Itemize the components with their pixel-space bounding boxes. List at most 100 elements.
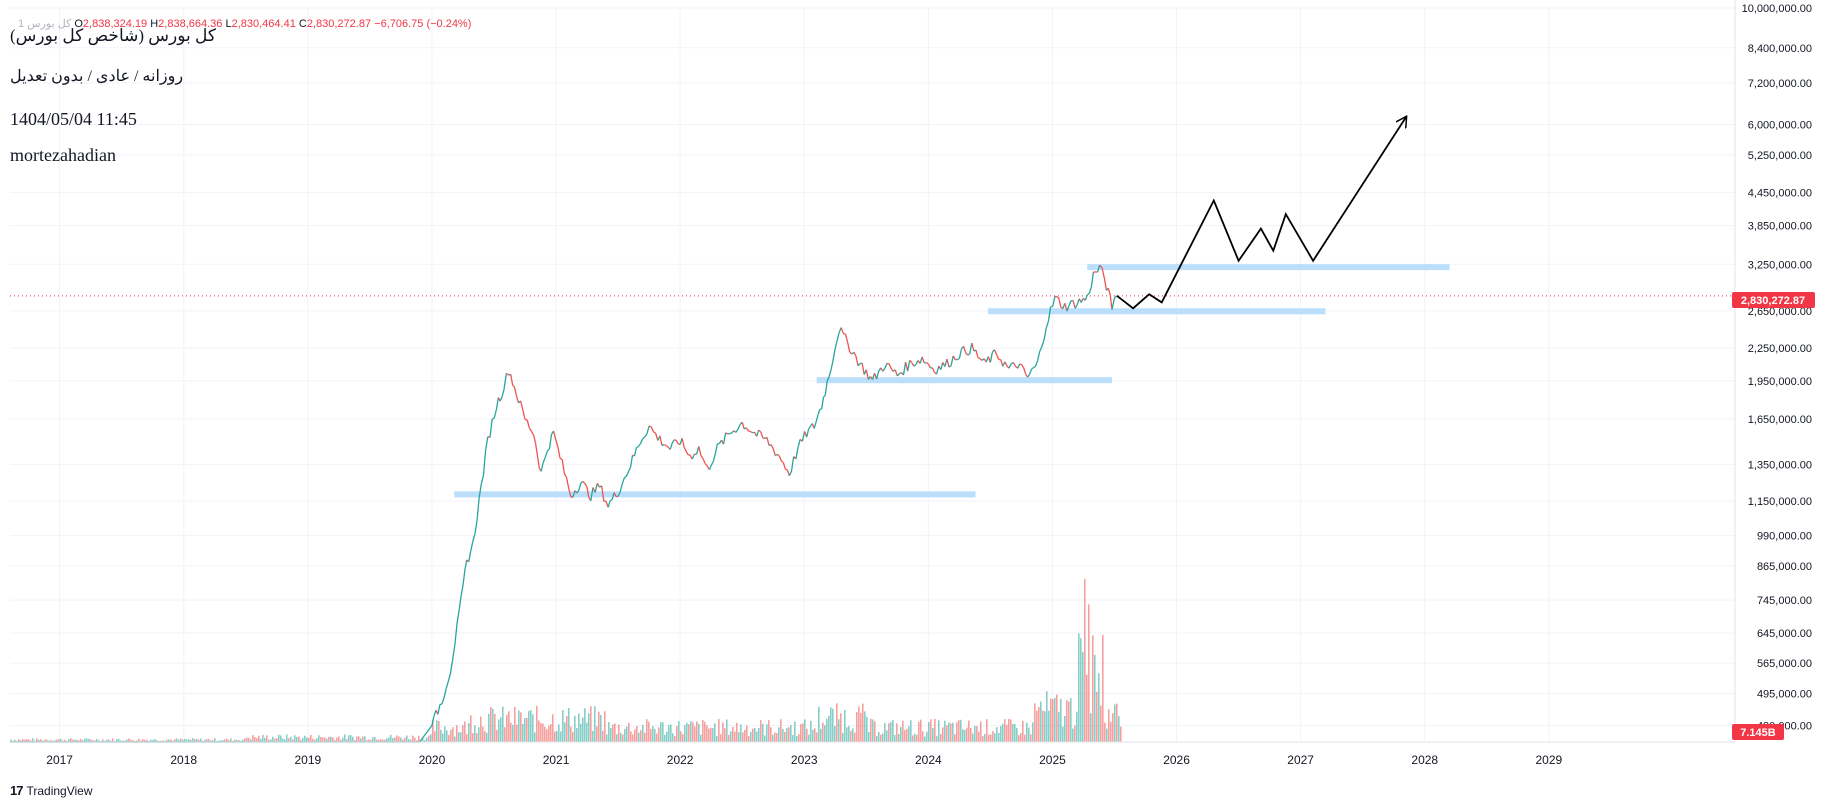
price-segment — [576, 489, 580, 494]
price-segment — [760, 431, 764, 439]
price-segment — [958, 349, 963, 359]
volume-bar — [542, 723, 544, 742]
price-segment — [1096, 264, 1101, 273]
price-segment — [700, 454, 704, 460]
volume-bar — [872, 719, 874, 742]
price-segment — [766, 437, 770, 446]
volume-bar — [762, 723, 764, 742]
volume-bar — [102, 739, 104, 742]
price-segment — [633, 447, 638, 457]
y-axis[interactable]: 10,000,000.00 8,400,000.00 7,200,000.00 6,0… — [1734, 0, 1812, 742]
volume-bar — [212, 740, 214, 742]
volume-bar — [1004, 719, 1006, 742]
volume-bar — [664, 734, 666, 742]
volume-bar — [840, 713, 842, 742]
price-segment — [921, 356, 925, 364]
volume-bar — [242, 739, 244, 742]
price-segment — [489, 419, 493, 438]
price-segment — [849, 351, 853, 355]
volume-bar — [978, 731, 980, 742]
volume-bar — [514, 707, 516, 742]
price-segment — [491, 417, 495, 420]
volume-bar — [22, 739, 24, 742]
volume-bar — [466, 734, 468, 742]
volume-bar — [484, 731, 486, 742]
tradingview-brand[interactable]: 17 TradingView — [10, 783, 93, 798]
volume-bar — [590, 706, 592, 742]
volume-bar — [512, 724, 514, 742]
y-tick-label: 565,000.00 — [1757, 658, 1812, 670]
volume-bar — [154, 738, 156, 742]
volume-bar — [548, 725, 550, 742]
price-segment — [510, 374, 514, 386]
price-segment — [1031, 366, 1034, 370]
volume-bar — [640, 730, 642, 742]
volume-bar — [996, 727, 998, 742]
price-segment — [1019, 363, 1022, 366]
x-tick-label: 2018 — [170, 753, 197, 767]
price-segment — [636, 445, 639, 449]
volume-bar — [464, 721, 466, 742]
price-segment — [441, 697, 445, 705]
volume-bar — [156, 740, 158, 742]
price-segment — [737, 424, 741, 430]
price-segment — [683, 446, 687, 452]
price-segment — [756, 429, 760, 437]
volume-bar — [1006, 724, 1008, 742]
volume-bar — [718, 719, 720, 742]
volume-bar — [808, 734, 810, 742]
volume-bar — [680, 731, 682, 742]
volume-bar — [384, 739, 386, 742]
price-segment — [594, 483, 598, 493]
price-segment — [528, 427, 533, 432]
volume-bar — [880, 734, 882, 742]
volume-bar — [504, 727, 506, 742]
price-segment — [580, 481, 584, 484]
volume-bar — [846, 727, 848, 742]
volume-bar — [582, 717, 584, 742]
price-segment — [452, 644, 456, 660]
volume-bar — [78, 740, 80, 742]
price-segment — [871, 372, 876, 380]
support-zone — [454, 491, 976, 498]
price-segment — [853, 351, 857, 357]
volume-bar — [284, 739, 286, 742]
price-segment — [503, 373, 508, 390]
volume-bar — [578, 713, 580, 742]
x-tick-label: 2023 — [791, 753, 818, 767]
price-segment — [454, 623, 458, 645]
price-segment — [785, 468, 788, 471]
volume-bar — [574, 715, 576, 742]
y-tick-label: 2,250,000.00 — [1748, 343, 1812, 355]
volume-bar — [598, 711, 600, 742]
volume-bar — [140, 740, 142, 742]
volume-bar — [892, 720, 894, 742]
volume-bar — [268, 739, 270, 742]
price-segment — [1107, 287, 1111, 295]
volume-bar — [1094, 654, 1096, 742]
price-segment — [935, 365, 940, 375]
price-segment — [546, 448, 550, 452]
volume-bar — [1074, 725, 1076, 742]
price-segment — [1080, 298, 1084, 303]
volume-bar — [1070, 698, 1072, 742]
volume-bar — [690, 721, 692, 742]
volume-bar — [184, 738, 186, 742]
volume-bar — [652, 726, 654, 742]
symbol-label[interactable]: کل بورس 1 — [18, 18, 72, 30]
price-segment — [698, 446, 702, 456]
volume-bar — [380, 739, 382, 742]
volume-bar — [1010, 719, 1012, 742]
x-axis[interactable]: 2017 2018 2019 2020 2021 2022 2023 2024 2025 2026… — [10, 741, 1735, 767]
volume-bar — [416, 740, 418, 742]
note-title: کل بورس (شاخص کل بورس) — [10, 26, 216, 45]
volume-bar — [120, 740, 122, 742]
volume-bar — [334, 740, 336, 742]
volume-bar — [972, 733, 974, 742]
volume-bar — [882, 733, 884, 742]
volume-bar — [752, 728, 754, 742]
volume-bar — [522, 723, 524, 742]
y-tick-label: 5,250,000.00 — [1748, 150, 1812, 162]
volume-bar — [868, 732, 870, 742]
